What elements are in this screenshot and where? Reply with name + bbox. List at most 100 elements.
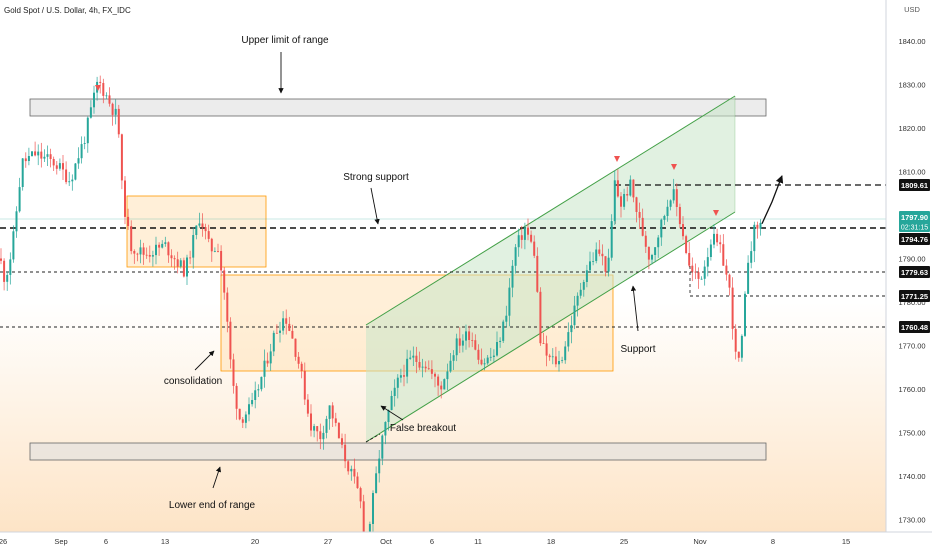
candle-down (626, 194, 629, 196)
candle-up (700, 278, 703, 280)
y-tick-label: 1740.00 (898, 472, 925, 481)
top-marker-icon (95, 85, 101, 91)
candle-down (170, 255, 173, 259)
candle-down (108, 95, 111, 104)
candle-up (164, 242, 167, 244)
candle-down (136, 253, 139, 255)
candle-up (161, 243, 164, 248)
label-false-breakout: False breakout (390, 423, 456, 434)
candle-up (387, 410, 390, 422)
candle-down (226, 292, 229, 322)
candle-down (418, 362, 421, 368)
candle-up (254, 390, 257, 400)
candle-up (443, 379, 446, 390)
false-breakout-base (365, 433, 381, 443)
candle-up (31, 151, 33, 156)
label-lower-end: Lower end of range (169, 500, 256, 511)
price-tag-1794: 1794.76 (899, 233, 930, 245)
svg-text:1760.48: 1760.48 (901, 323, 928, 332)
candle-up (483, 363, 486, 365)
candle-up (58, 163, 61, 169)
candle-up (409, 357, 412, 359)
candle-down (353, 468, 356, 477)
candle-down (734, 328, 737, 352)
candle-down (130, 226, 133, 252)
lower-end-pointer (212, 466, 222, 489)
y-tick-label: 1790.00 (898, 255, 925, 264)
y-tick-label: 1780.00 (898, 298, 925, 307)
label-support: Support (620, 344, 655, 355)
candle-up (558, 361, 560, 365)
candle-up (18, 187, 21, 212)
candle-up (465, 331, 467, 341)
candle-down (682, 224, 684, 237)
candle-down (530, 234, 533, 242)
candle-down (722, 244, 725, 266)
candle-down (117, 108, 120, 135)
candle-up (610, 221, 613, 258)
candle-down (539, 291, 542, 344)
candle-down (533, 241, 536, 256)
label-upper-limit: Upper limit of range (241, 35, 329, 46)
candle-up (390, 396, 393, 411)
candle-down (694, 271, 697, 273)
candle-down (319, 431, 322, 440)
candle-down (65, 169, 68, 183)
candle-down (635, 197, 638, 212)
candle-down (297, 356, 300, 364)
candle-up (322, 432, 325, 440)
x-tick-label: 20 (251, 537, 259, 546)
candle-up (396, 377, 399, 388)
candle-up (589, 261, 591, 271)
y-ticks: 1730.00 1740.00 1750.00 1760.00 1770.00 1780.… (898, 37, 925, 525)
price-tag-1760: 1760.48 (899, 321, 930, 333)
lower-range-zone (29, 442, 767, 461)
candle-down (275, 332, 278, 334)
candle-up (114, 108, 117, 115)
candle-up (350, 468, 353, 472)
candle-up (703, 266, 706, 279)
time-axis (0, 532, 932, 550)
x-tick-label: Nov (693, 537, 707, 546)
candle-down (471, 340, 474, 341)
candle-up (372, 493, 374, 524)
currency-label: USD (904, 5, 920, 14)
candle-up (657, 237, 660, 248)
x-tick-label: 11 (474, 537, 482, 546)
red-markers (95, 85, 719, 216)
candle-down (24, 158, 27, 162)
candle-up (709, 244, 712, 257)
candle-up (89, 107, 92, 118)
candle-down (641, 217, 644, 236)
candle-up (570, 325, 573, 333)
candle-down (542, 343, 545, 344)
candle-up (421, 366, 424, 368)
candle-up (21, 158, 24, 187)
candle-down (189, 257, 192, 259)
candle-up (269, 351, 272, 364)
candle-down (229, 321, 232, 360)
candle-down (437, 376, 440, 386)
candle-up (74, 163, 77, 180)
candle-up (654, 247, 657, 255)
candle-down (207, 231, 210, 239)
x-tick-label: 26 (0, 537, 7, 546)
candle-down (458, 338, 461, 346)
candle-down (232, 359, 235, 386)
candle-up (313, 426, 316, 431)
top-marker-icon (614, 156, 620, 162)
candle-down (62, 163, 64, 170)
candle-up (328, 405, 331, 419)
candle-up (607, 257, 610, 272)
candle-down (204, 227, 207, 232)
candle-up (195, 225, 198, 235)
candle-down (306, 399, 309, 414)
candle-down (620, 196, 622, 207)
candle-up (46, 154, 49, 157)
candle-down (334, 418, 337, 423)
candle-down (337, 422, 340, 439)
candle-down (691, 265, 694, 272)
candle-down (527, 227, 529, 235)
candle-down (300, 363, 303, 371)
